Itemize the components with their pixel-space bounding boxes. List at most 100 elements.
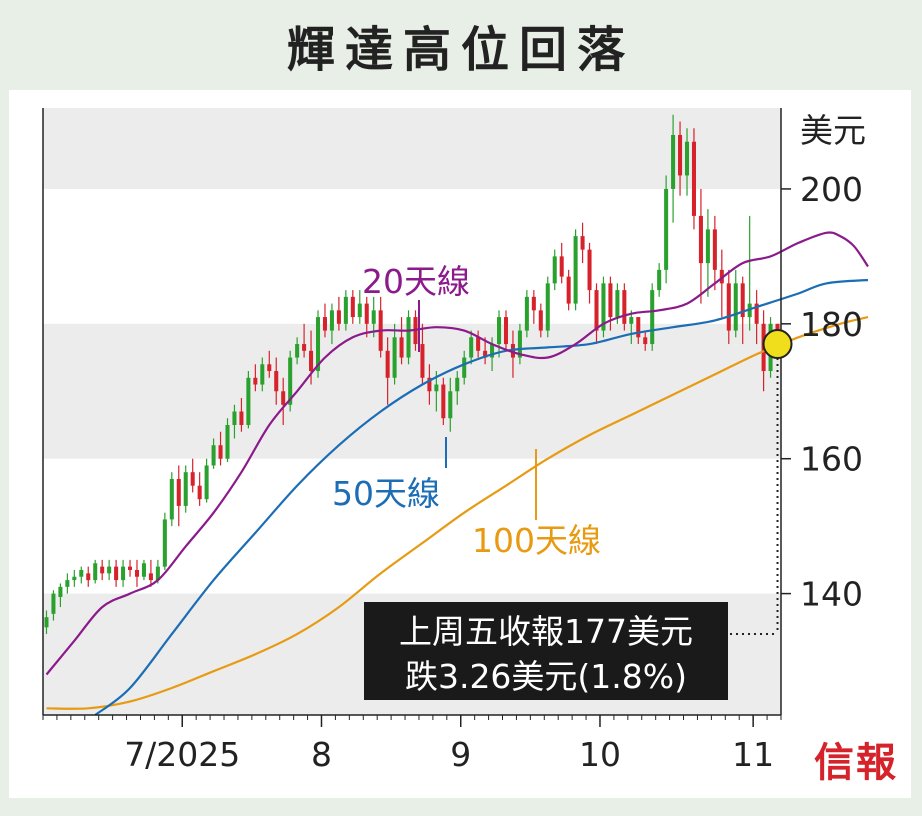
- candle-30: [253, 364, 258, 392]
- candle-body: [93, 563, 98, 581]
- candle-body: [517, 330, 522, 358]
- candle-body: [72, 576, 77, 581]
- candle-7: [93, 559, 98, 584]
- candle-body: [176, 478, 181, 506]
- candle-3: [65, 573, 70, 594]
- candle-54: [420, 323, 425, 385]
- candle-102: [754, 290, 759, 345]
- candle-body: [448, 391, 453, 419]
- candle-body: [260, 364, 265, 385]
- candle-86: [643, 330, 648, 351]
- candle-94: [698, 188, 703, 304]
- candle-body: [246, 377, 251, 425]
- candle-body: [225, 424, 230, 459]
- candle-13: [134, 559, 140, 587]
- candle-body: [538, 310, 543, 331]
- candle-27: [232, 404, 237, 439]
- ma100-label: 100天線: [472, 521, 601, 560]
- candle-46: [364, 296, 369, 338]
- candle-body: [566, 276, 571, 304]
- candle-6: [86, 566, 91, 587]
- candle-68: [517, 323, 522, 365]
- candle-body: [51, 593, 56, 614]
- candle-body: [650, 290, 655, 345]
- candle-body: [267, 364, 272, 372]
- candle-76: [573, 229, 578, 311]
- candle-body: [441, 384, 446, 419]
- candle-body: [239, 411, 244, 425]
- candle-body: [434, 384, 439, 392]
- candle-1: [51, 590, 56, 621]
- candle-body: [190, 472, 195, 486]
- candle-84: [629, 310, 634, 345]
- candle-5: [79, 566, 84, 584]
- y-axis-unit: 美元: [800, 111, 866, 150]
- candle-body: [315, 317, 321, 372]
- candle-12: [128, 559, 133, 577]
- candle-body: [712, 229, 717, 270]
- candle-body: [79, 569, 84, 577]
- candle-body: [427, 377, 432, 392]
- candle-9: [107, 559, 112, 581]
- candle-body: [608, 283, 613, 318]
- candle-body: [121, 566, 126, 581]
- candle-body: [197, 485, 202, 500]
- candle-body: [148, 573, 153, 581]
- candle-78: [587, 242, 592, 304]
- candle-70: [531, 290, 536, 324]
- candle-87: [650, 283, 655, 351]
- candle-66: [503, 310, 509, 351]
- candle-body: [392, 337, 397, 378]
- y-tick-label-140: 140: [800, 575, 863, 614]
- candle-37: [302, 323, 307, 358]
- candle-49: [385, 337, 390, 405]
- candle-body: [232, 411, 237, 425]
- candle-body: [490, 344, 495, 358]
- ma50-label: 50天線: [332, 474, 440, 513]
- candle-body: [615, 290, 620, 318]
- candle-body: [86, 573, 91, 581]
- candle-body: [253, 377, 258, 385]
- candle-body: [183, 472, 188, 506]
- candle-body: [309, 350, 314, 372]
- candle-10: [114, 559, 119, 587]
- candle-body: [385, 350, 390, 378]
- candle-body: [322, 317, 327, 331]
- candle-25: [218, 431, 223, 466]
- candle-body: [399, 337, 404, 358]
- candle-69: [524, 290, 529, 338]
- candle-2: [58, 583, 63, 608]
- candle-body: [343, 296, 348, 324]
- candle-body: [100, 566, 105, 574]
- candle-99: [733, 269, 738, 338]
- candle-98: [726, 269, 731, 345]
- candle-body: [740, 283, 745, 318]
- candle-93: [691, 128, 696, 230]
- chart-title: 輝達高位回落: [286, 22, 635, 78]
- candle-44: [350, 290, 355, 324]
- candle-body: [671, 134, 676, 189]
- candle-65: [497, 310, 502, 358]
- candle-body: [587, 249, 592, 291]
- candle-body: [503, 317, 509, 345]
- candle-62: [476, 330, 481, 358]
- candle-body: [406, 317, 411, 358]
- candle-91: [678, 121, 683, 196]
- candle-19: [176, 465, 181, 527]
- callout-line-2: 跌3.26美元(1.8%): [405, 657, 687, 696]
- candle-26: [225, 418, 230, 463]
- ma20-line: [45, 231, 869, 676]
- candle-32: [267, 350, 272, 378]
- candle-100: [740, 276, 745, 345]
- candle-36: [295, 337, 300, 365]
- candle-body: [580, 236, 585, 250]
- candle-body: [684, 141, 690, 176]
- candle-body: [552, 256, 557, 284]
- candle-body: [469, 337, 474, 358]
- candle-75: [566, 269, 571, 311]
- candle-31: [260, 357, 265, 392]
- ma20-label: 20天線: [362, 262, 470, 301]
- candle-body: [204, 465, 209, 500]
- axes: 140 160 180 200 美元 7/2025 8 9 10 11: [42, 108, 866, 774]
